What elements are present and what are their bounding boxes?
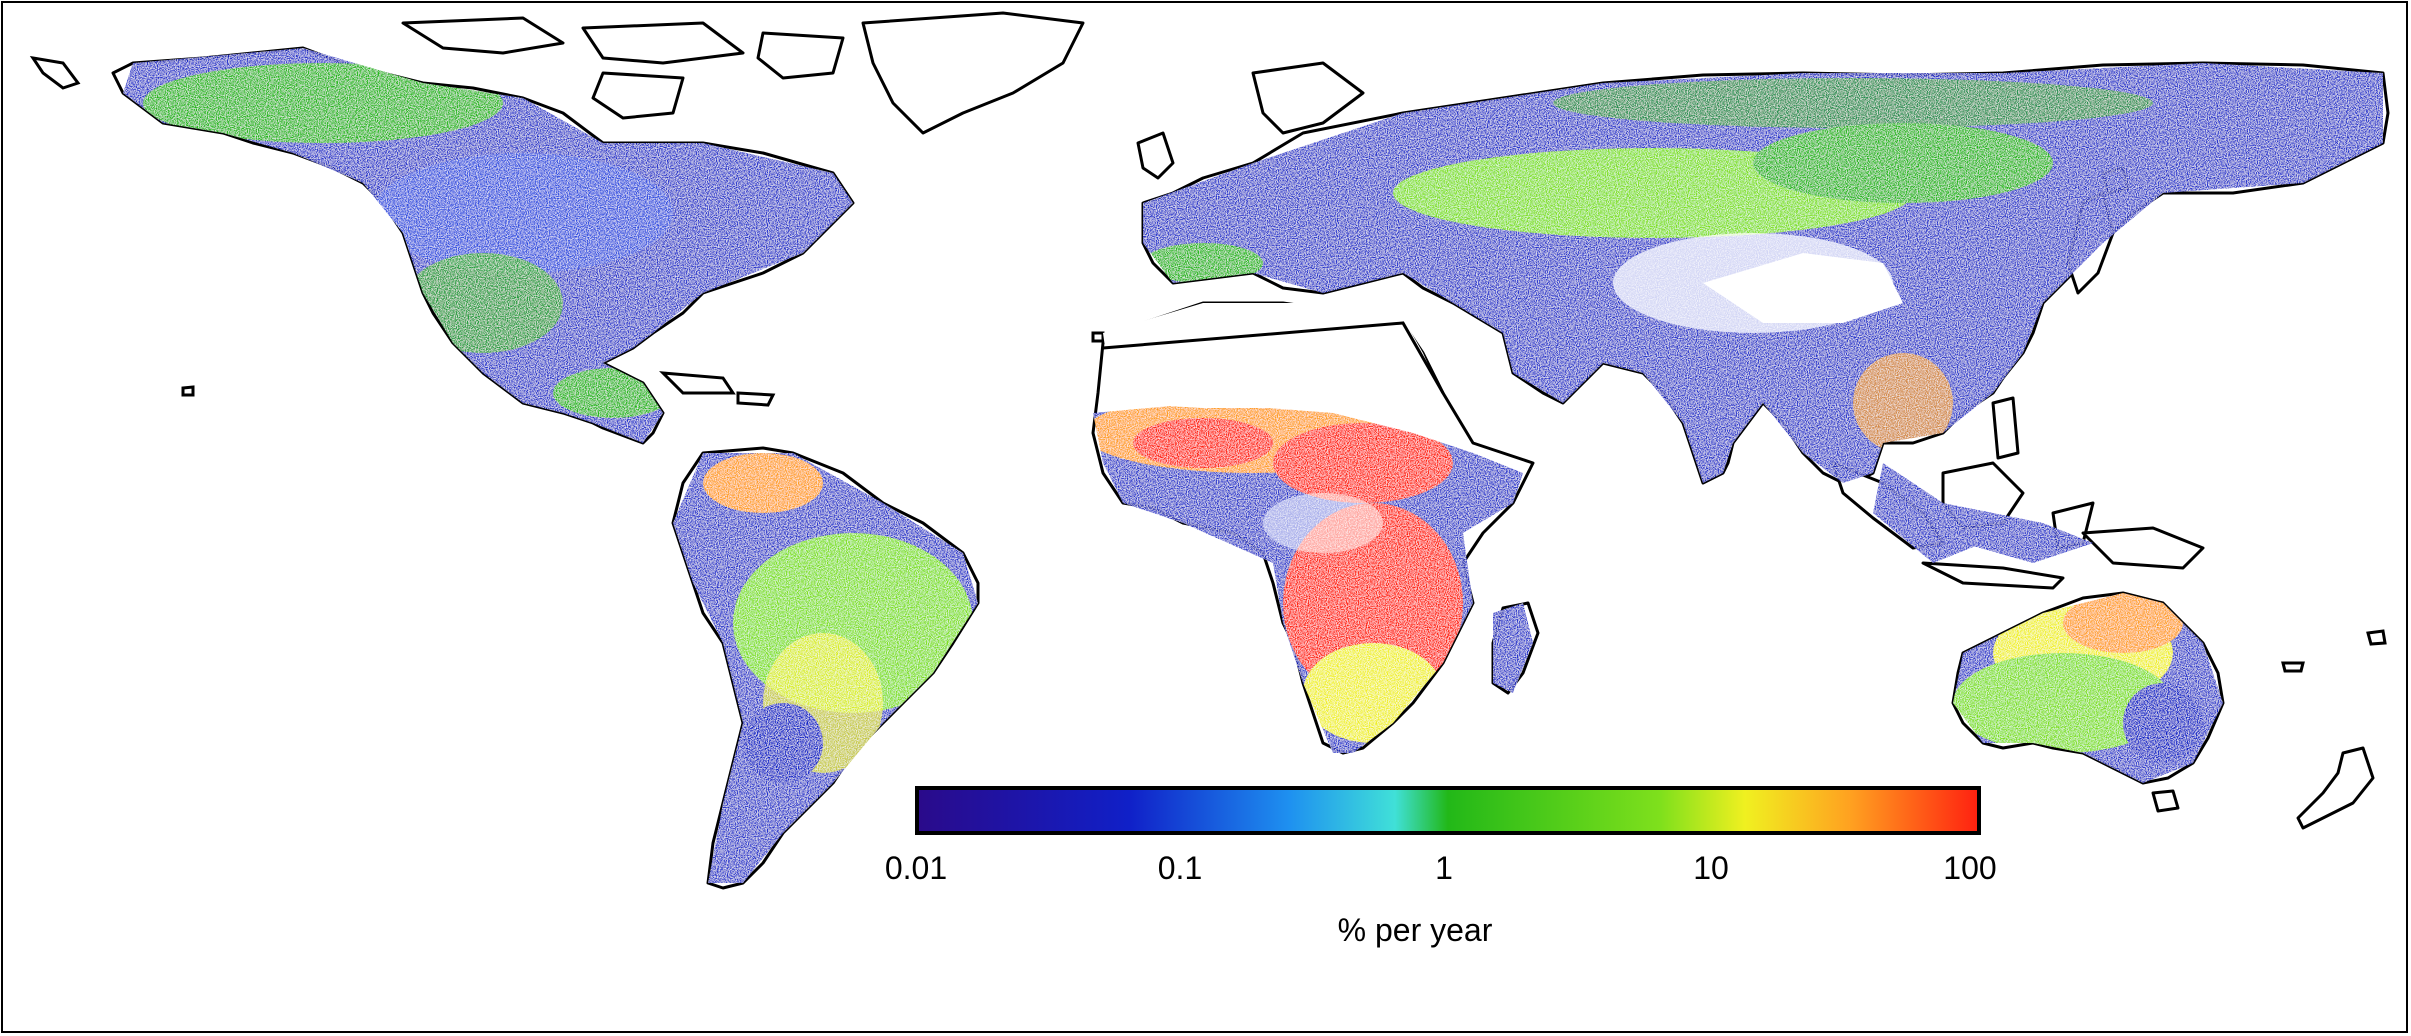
colorbar (915, 786, 1981, 835)
colorbar-tick-label: 100 (1943, 850, 1997, 886)
colorbar-tick-label: 1 (1435, 850, 1453, 886)
rate-field (123, 48, 2383, 883)
colorbar-tick-label: 10 (1693, 850, 1729, 886)
colorbar-gradient (915, 786, 1981, 835)
world-map (29, 11, 2390, 890)
colorbar-title: % per year (1337, 912, 1493, 948)
colorbar-tick-label: 0.1 (1157, 850, 1203, 886)
colorbar-tick-label: 0.01 (884, 850, 948, 886)
no-data-regions (1102, 253, 1903, 408)
